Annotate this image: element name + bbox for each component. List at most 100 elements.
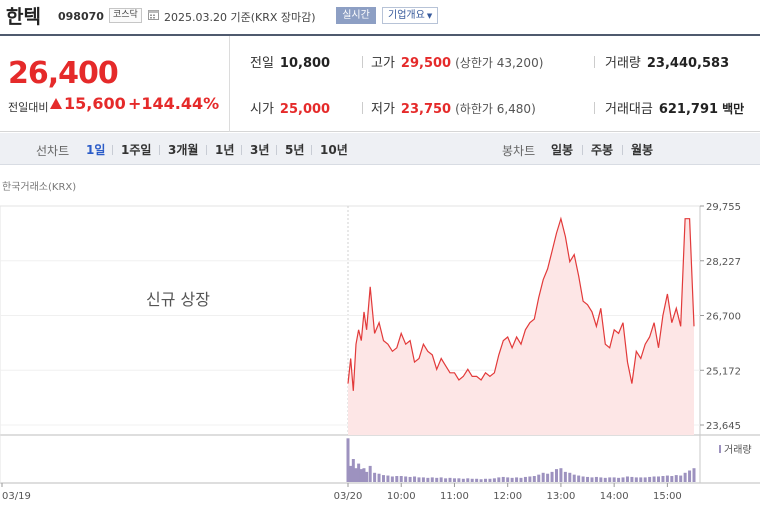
price-panel: 26,400 전일대비 15,600 +144.44% 전일 10,800 시가 2…: [0, 34, 760, 132]
period-tab-5y[interactable]: 5년: [285, 143, 305, 157]
period-tab-1y[interactable]: 1년: [215, 143, 235, 157]
volume-bar: [559, 468, 563, 482]
volume-bar: [581, 476, 585, 482]
period-tab-3y[interactable]: 3년: [250, 143, 270, 157]
realtime-button[interactable]: 실시간: [336, 7, 376, 24]
volume-bar: [603, 477, 607, 482]
stat-amount: 거래대금 621,791 백만: [605, 98, 744, 117]
volume-bar: [399, 476, 403, 482]
volume-bar: [657, 476, 661, 482]
company-overview-label: 기업개요: [388, 10, 425, 21]
base-date: 2025.03.20 기준(KRX 장마감): [164, 11, 316, 24]
volume-bar: [550, 471, 554, 482]
volume-bar: [408, 476, 412, 482]
candle-chart-label: 봉차트: [502, 144, 536, 158]
x-tick-label: 03/20: [334, 491, 363, 502]
volume-bar: [594, 476, 598, 482]
volume-bar: [357, 463, 361, 482]
divider: [594, 56, 595, 68]
y-tick-labels: 29,755 28,227 26,700 25,172 23,645: [706, 202, 741, 432]
candle-tab-monthly[interactable]: 월봉: [631, 143, 654, 157]
volume-bar: [621, 477, 625, 482]
period-tab-1d[interactable]: 1일: [86, 143, 106, 157]
price-box: 26,400 전일대비 15,600 +144.44%: [0, 36, 230, 132]
volume-bar: [661, 476, 665, 482]
stat-label: 전일: [250, 56, 274, 71]
volume-bar: [354, 468, 358, 482]
volume-bar: [639, 477, 643, 482]
volume-bar: [670, 476, 674, 482]
stat-prev-close: 전일 10,800: [250, 52, 330, 71]
volume-bar: [386, 475, 390, 482]
volume-bar: [492, 478, 496, 482]
x-tick-label: 12:00: [493, 491, 522, 502]
volume-legend: 거래량: [724, 444, 752, 456]
volume-bar: [572, 474, 576, 482]
line-chart-label: 선차트: [36, 144, 70, 158]
exchange-label: 한국거래소(KRX): [2, 182, 77, 193]
calendar-icon: [148, 10, 159, 20]
volume-bar: [444, 478, 448, 482]
volume-bar: [617, 477, 621, 482]
volume-bar: [349, 465, 353, 482]
change-percent: +144.44%: [128, 94, 220, 113]
divider: [362, 102, 363, 114]
volume-bar: [365, 471, 369, 482]
market-badge: 코스닥: [109, 8, 142, 23]
x-tick-label: 10:00: [387, 491, 416, 502]
divider: [594, 102, 595, 114]
y-tick-label: 25,172: [706, 366, 741, 377]
volume-bar: [537, 474, 541, 482]
divider: [582, 145, 583, 155]
period-tab-10y[interactable]: 10년: [320, 143, 348, 157]
stat-volume: 거래량 23,440,583: [605, 52, 729, 71]
divider: [622, 145, 623, 155]
volume-bar: [506, 477, 510, 482]
stat-label: 거래대금: [605, 102, 653, 117]
period-tab-3m[interactable]: 3개월: [168, 143, 199, 157]
company-overview-button[interactable]: 기업개요 ▼: [382, 7, 439, 24]
candle-tab-daily[interactable]: 일봉: [551, 143, 574, 157]
volume-bar: [630, 476, 634, 482]
stat-label: 저가: [371, 102, 395, 117]
volume-bar: [435, 477, 439, 482]
y-tick-label: 26,700: [706, 312, 741, 323]
stat-value: 29,500: [400, 56, 452, 71]
volume-bar: [634, 477, 638, 482]
volume-bar: [577, 475, 581, 482]
up-triangle-icon: [50, 98, 62, 109]
intraday-price-chart[interactable]: 29,755 28,227 26,700 25,172 23,645 03/19 03/2…: [0, 190, 760, 510]
volume-bar: [625, 476, 629, 482]
x-tick-label: 03/19: [2, 491, 31, 502]
volume-bar: [568, 472, 572, 482]
divider: [159, 145, 160, 155]
stat-value: 621,791: [658, 102, 719, 117]
stat-value: 23,440,583: [646, 56, 730, 71]
stat-unit: 백만: [722, 102, 745, 116]
volume-bar: [359, 469, 363, 482]
x-tick-label: 15:00: [653, 491, 682, 502]
volume-bar: [362, 468, 366, 482]
period-tab-1w[interactable]: 1주일: [121, 143, 152, 157]
volume-bar: [457, 478, 461, 482]
stat-label: 고가: [371, 56, 395, 71]
x-tick-labels: 03/19 03/20 10:00 11:00 12:00 13:00 14:00 15:00: [1, 483, 682, 502]
volume-bar: [590, 477, 594, 482]
change-label: 전일대비: [8, 101, 49, 114]
volume-bar: [475, 478, 479, 482]
y-tick-label: 23,645: [706, 421, 741, 432]
stat-label: 거래량: [605, 56, 641, 71]
new-listing-annotation: 신규 상장: [146, 290, 210, 309]
candle-tab-weekly[interactable]: 주봉: [591, 143, 614, 157]
volume-bar: [439, 477, 443, 482]
volume-bar: [390, 476, 394, 482]
volume-bar: [479, 479, 483, 482]
volume-bar: [377, 473, 381, 482]
stock-header: 한텍 098070 코스닥 2025.03.20 기준(KRX 장마감) 실시간…: [0, 0, 760, 32]
volume-bar: [612, 477, 616, 482]
volume-bar: [665, 475, 669, 482]
volume-bar: [497, 477, 501, 482]
volume-bars: [346, 438, 696, 482]
stock-name: 한텍: [6, 6, 41, 28]
volume-bar: [608, 477, 612, 482]
